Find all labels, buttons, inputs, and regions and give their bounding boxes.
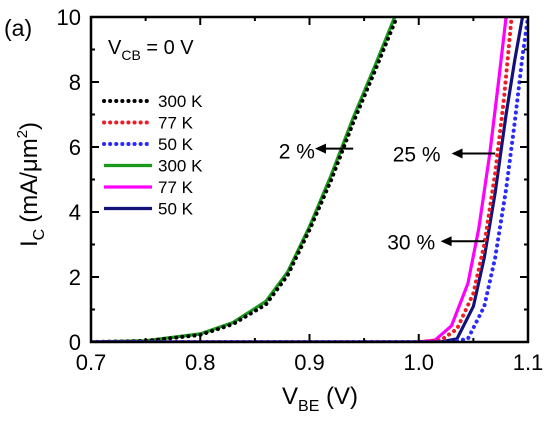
legend: 300 K 77 K 50 K 300 K 77 K 50 K: [102, 92, 203, 219]
y-tick-label: 10: [57, 5, 81, 30]
condition-label: VCB = 0 V: [108, 37, 194, 63]
x-tick-label: 1.1: [513, 350, 544, 375]
x-tick-label: 1.0: [403, 350, 434, 375]
y-tick-label: 4: [69, 200, 81, 225]
annotation-layer: 2 % 25 % 30 %: [279, 140, 496, 254]
series-line-3: [91, 17, 397, 342]
series-line-4: [91, 17, 508, 342]
series-line-1: [91, 17, 514, 342]
y-tick-label: 8: [69, 70, 81, 95]
x-tick-label: 0.9: [294, 350, 325, 375]
series-line-5: [91, 17, 525, 342]
x-axis-title: VBE (V): [282, 383, 358, 415]
y-tick-label: 2: [69, 265, 81, 290]
legend-label-0: 300 K: [158, 92, 203, 111]
panel-label: (a): [4, 15, 32, 41]
annotation-arrowhead-2: [440, 236, 452, 247]
series-line-0: [91, 17, 399, 342]
annotation-arrowhead-0: [314, 143, 326, 154]
x-tick-label: 0.8: [185, 350, 216, 375]
plot-data-layer: [91, 17, 528, 342]
legend-label-3: 300 K: [158, 157, 203, 176]
legend-label-1: 77 K: [158, 114, 194, 133]
legend-label-5: 50 K: [158, 200, 194, 219]
x-tick-label: 0.7: [76, 350, 107, 375]
annotation-label-0: 2 %: [279, 140, 315, 163]
y-axis-title: IC(mA/μm2): [14, 122, 48, 247]
legend-label-2: 50 K: [158, 135, 194, 154]
legend-label-4: 77 K: [158, 178, 194, 197]
annotation-label-2: 30 %: [387, 231, 435, 254]
y-tick-label: 6: [69, 135, 81, 160]
annotation-arrowhead-1: [451, 148, 463, 159]
y-tick-label: 0: [69, 330, 81, 355]
tick-layer: 0.7 0.8 0.9 1.0 1.1 0 2 4 6 8 10: [57, 5, 544, 375]
annotation-label-1: 25 %: [393, 144, 441, 167]
